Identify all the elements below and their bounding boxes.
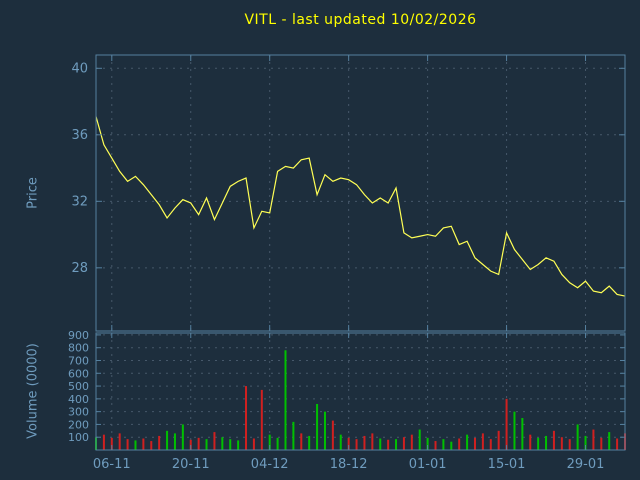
volume-ytick-label: 400 <box>68 393 89 406</box>
volume-bar <box>458 438 461 450</box>
x-tick-label: 06-11 <box>93 457 131 472</box>
volume-ytick-label: 200 <box>68 418 89 431</box>
volume-bar <box>387 439 390 450</box>
price-ytick-label: 28 <box>71 261 88 276</box>
volume-bar <box>134 440 137 450</box>
volume-bar <box>229 439 232 450</box>
volume-bar <box>158 435 161 450</box>
volume-bar <box>379 438 382 450</box>
volume-bar <box>560 437 563 450</box>
volume-bar <box>434 441 437 450</box>
volume-bar <box>363 435 366 450</box>
price-ytick-label: 40 <box>71 61 88 76</box>
volume-ytick-label: 600 <box>68 367 89 380</box>
volume-bar <box>616 438 619 450</box>
volume-bar <box>142 438 145 450</box>
volume-bar <box>292 421 295 450</box>
volume-ytick-label: 900 <box>68 329 89 342</box>
x-tick-label: 20-11 <box>172 457 210 472</box>
chart-title: VITL - last updated 10/02/2026 <box>244 12 477 28</box>
volume-bar <box>371 433 374 450</box>
volume-bar <box>592 429 595 450</box>
volume-bar <box>284 350 287 450</box>
x-tick-label: 29-01 <box>567 457 605 472</box>
volume-bar <box>323 411 326 450</box>
volume-bar <box>513 411 516 450</box>
volume-bar <box>245 386 248 450</box>
volume-bar <box>221 437 224 450</box>
x-tick-label: 04-12 <box>251 457 289 472</box>
x-tick-label: 18-12 <box>330 457 368 472</box>
volume-bar <box>347 437 350 450</box>
volume-bar <box>489 439 492 450</box>
volume-bar <box>466 434 469 450</box>
price-line <box>95 116 626 297</box>
volume-ytick-label: 700 <box>68 354 89 367</box>
volume-bar <box>576 424 579 450</box>
volume-bar <box>521 418 524 450</box>
volume-bar <box>150 441 153 450</box>
volume-bar <box>568 439 571 450</box>
volume-bar <box>473 437 476 450</box>
volume-bar <box>308 435 311 450</box>
volume-ytick-label: 300 <box>68 406 89 419</box>
volume-bar <box>497 430 500 450</box>
volume-ytick-label: 800 <box>68 342 89 355</box>
volume-bar <box>584 435 587 450</box>
x-tick-label: 01-01 <box>409 457 447 472</box>
volume-bar <box>481 433 484 450</box>
volume-bar <box>276 437 279 450</box>
volume-bar <box>237 440 240 450</box>
volume-bar <box>600 437 603 450</box>
volume-bar <box>410 434 413 450</box>
volume-bar <box>395 439 398 450</box>
volume-bar <box>205 439 208 450</box>
volume-bar <box>505 398 508 450</box>
panel-border <box>95 332 626 451</box>
volume-bar <box>529 434 532 450</box>
volume-bar <box>197 437 200 450</box>
volume-bar <box>300 433 303 450</box>
volume-bar <box>418 429 421 450</box>
volume-bar <box>189 439 192 450</box>
volume-bar <box>213 432 216 450</box>
volume-bar <box>355 439 358 450</box>
volume-bar <box>316 403 319 450</box>
volume-bar <box>442 439 445 450</box>
volume-bar <box>173 433 176 450</box>
volume-bar <box>126 439 129 450</box>
x-tick-label: 15-01 <box>488 457 526 472</box>
volume-bar <box>181 424 184 450</box>
volume-bar <box>426 437 429 450</box>
volume-bar <box>252 438 255 450</box>
price-ytick-label: 32 <box>71 194 88 209</box>
volume-bar <box>450 441 453 450</box>
volume-bar <box>537 437 540 450</box>
volume-ytick-label: 100 <box>68 431 89 444</box>
volume-bar <box>331 420 334 450</box>
volume-bar <box>268 434 271 450</box>
volume-bar <box>402 437 405 450</box>
volume-bar <box>260 389 263 450</box>
volume-bar <box>339 434 342 450</box>
panel-border <box>95 54 626 332</box>
volume-bar <box>166 430 169 450</box>
volume-bar <box>110 437 113 450</box>
volume-bar <box>118 433 121 450</box>
volume-bar <box>102 434 105 450</box>
volume-bar <box>545 435 548 450</box>
volume-bar <box>608 432 611 450</box>
price-ytick-label: 36 <box>71 128 88 143</box>
volume-bar <box>552 430 555 450</box>
volume-ytick-label: 500 <box>68 380 89 393</box>
